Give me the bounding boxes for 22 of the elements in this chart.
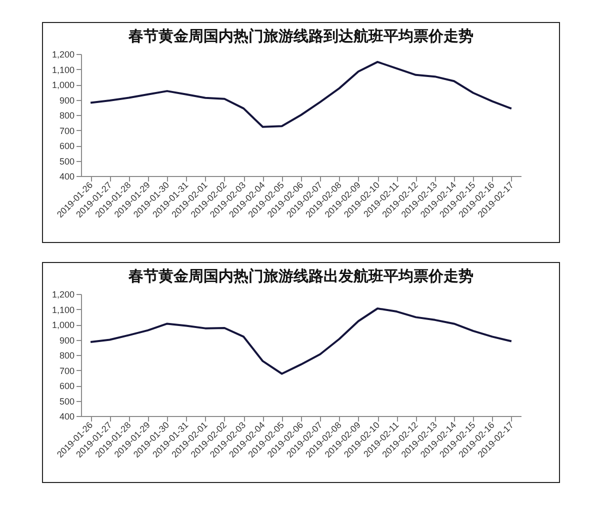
y-tick-label: 1,100 bbox=[52, 64, 74, 75]
y-tick-label: 1,200 bbox=[52, 50, 74, 60]
y-tick-label: 700 bbox=[59, 366, 74, 376]
line-series bbox=[90, 60, 512, 128]
line-series bbox=[90, 307, 512, 375]
y-tick-label: 900 bbox=[59, 95, 74, 106]
y-tick-label: 1,000 bbox=[52, 320, 74, 330]
y-tick-label: 1,100 bbox=[52, 304, 74, 315]
y-tick-label: 1,000 bbox=[52, 80, 74, 90]
y-tick-label: 600 bbox=[59, 141, 74, 151]
y-tick-label: 700 bbox=[59, 126, 74, 136]
y-tick-label: 1,200 bbox=[52, 290, 74, 300]
y-tick-label: 600 bbox=[59, 381, 74, 391]
y-tick-label: 900 bbox=[59, 335, 74, 346]
y-tick-label: 400 bbox=[59, 172, 74, 182]
y-tick-label: 400 bbox=[59, 412, 74, 422]
y-tick-label: 500 bbox=[59, 396, 74, 406]
chart-title: 春节黄金周国内热门旅游线路到达航班平均票价走势 bbox=[128, 27, 474, 45]
y-tick-label: 800 bbox=[59, 350, 74, 360]
y-tick-label: 800 bbox=[59, 110, 74, 120]
chart-title: 春节黄金周国内热门旅游线路出发航班平均票价走势 bbox=[128, 267, 474, 285]
y-tick-label: 500 bbox=[59, 156, 74, 166]
